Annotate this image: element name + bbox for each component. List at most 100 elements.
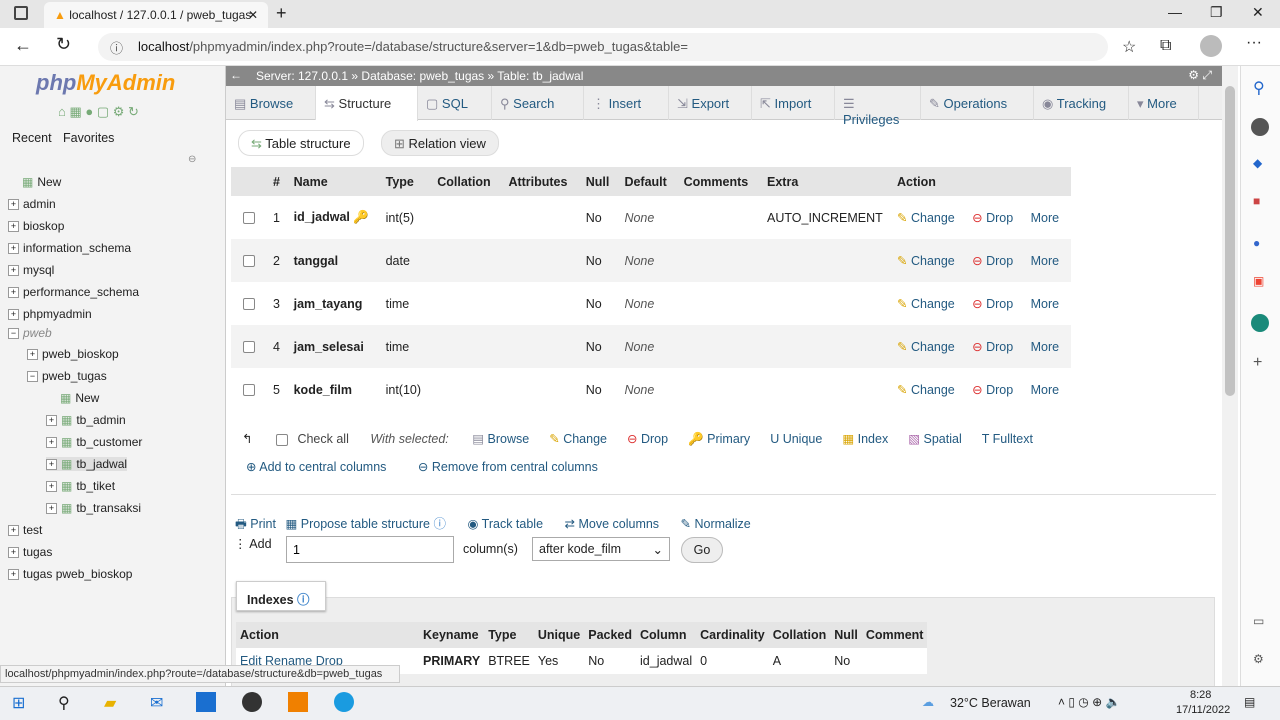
- drop-link[interactable]: ⊖ Drop: [972, 254, 1014, 268]
- new-tab-icon[interactable]: +: [276, 3, 287, 23]
- tree-item[interactable]: + ▦ tb_tiket: [46, 479, 115, 493]
- column-count-input[interactable]: [286, 536, 454, 563]
- phpmyadmin-logo[interactable]: phpMyAdmin: [36, 70, 176, 95]
- collections-icon[interactable]: ⧉: [1160, 37, 1172, 54]
- bulk-index-button[interactable]: ▦ Index: [842, 432, 889, 446]
- tab-operations[interactable]: ✎ Operations: [921, 86, 1034, 120]
- office-icon[interactable]: ▣: [1253, 274, 1265, 288]
- tab-tracking[interactable]: ◉ Tracking: [1034, 86, 1129, 120]
- change-link[interactable]: ✎ Change: [897, 211, 955, 225]
- settings-icon[interactable]: ⚙: [1253, 652, 1264, 666]
- expand-icon[interactable]: +: [46, 415, 57, 427]
- bulk-unique-button[interactable]: U Unique: [770, 432, 823, 446]
- tree-item[interactable]: + ▦ tb_transaksi: [46, 501, 141, 515]
- tab-privileges[interactable]: ☰ Privileges: [835, 86, 921, 127]
- bulk-fulltext-button[interactable]: T Fulltext: [981, 432, 1033, 446]
- tree-item[interactable]: + admin: [8, 197, 56, 211]
- games-icon[interactable]: ●: [1253, 236, 1261, 250]
- change-link[interactable]: ✎ Change: [897, 254, 955, 268]
- tab-browse[interactable]: ▤ Browse: [226, 86, 316, 120]
- more-dropdown[interactable]: More: [1030, 254, 1060, 268]
- tab-export[interactable]: ⇲ Export: [669, 86, 752, 120]
- remove-central-columns-link[interactable]: ⊖ Remove from central columns: [417, 460, 598, 474]
- check-all-label[interactable]: Check all: [297, 432, 349, 446]
- tag-icon[interactable]: ◆: [1253, 156, 1263, 170]
- expand-icon[interactable]: +: [46, 437, 57, 449]
- breadcrumb-database[interactable]: Database: pweb_tugas: [361, 69, 485, 83]
- toolbox-icon[interactable]: ■: [1253, 194, 1261, 208]
- browser-tab[interactable]: ▲ localhost / 127.0.0.1 / pweb_tugas ✕: [44, 2, 268, 28]
- more-dropdown[interactable]: More: [1030, 211, 1060, 225]
- expand-icon[interactable]: +: [8, 547, 19, 559]
- close-tab-icon[interactable]: ✕: [247, 8, 258, 22]
- col-header[interactable]: Default: [618, 167, 678, 196]
- tree-item[interactable]: + ▦ tb_admin: [46, 413, 126, 427]
- tree-item[interactable]: + performance_schema: [8, 285, 139, 299]
- move-columns-link[interactable]: ⇄ Move columns: [564, 517, 660, 531]
- drop-link[interactable]: ⊖ Drop: [972, 297, 1014, 311]
- add-central-columns-link[interactable]: ⊕ Add to central columns: [246, 460, 387, 474]
- col-header[interactable]: Comments: [677, 167, 761, 196]
- tree-item[interactable]: + information_schema: [8, 241, 131, 255]
- sidebar-toggle-icon[interactable]: ▭: [1253, 614, 1265, 628]
- notifications-icon[interactable]: ▤: [1244, 695, 1256, 709]
- expand-icon[interactable]: +: [8, 569, 19, 581]
- col-header[interactable]: #: [267, 167, 288, 196]
- more-dropdown[interactable]: More: [1030, 340, 1060, 354]
- tree-item[interactable]: ▦ New: [8, 175, 61, 189]
- row-checkbox[interactable]: [243, 212, 255, 225]
- propose-structure-link[interactable]: ▦ Propose table structure ⓘ: [285, 517, 447, 531]
- more-dropdown[interactable]: More: [1030, 383, 1060, 397]
- bulk-drop-button[interactable]: ⊖ Drop: [627, 432, 669, 446]
- col-header[interactable]: Null: [579, 167, 619, 196]
- tab-structure[interactable]: ⇆ Structure: [316, 86, 418, 121]
- col-header[interactable]: Name: [287, 167, 380, 196]
- tab-sql[interactable]: ▢ SQL: [418, 86, 492, 120]
- change-link[interactable]: ✎ Change: [897, 297, 955, 311]
- bulk-primary-button[interactable]: 🔑 Primary: [688, 432, 751, 446]
- weather-text[interactable]: 32°C Berawan: [950, 696, 1031, 710]
- expand-icon[interactable]: −: [27, 371, 38, 383]
- tree-item[interactable]: − pweb_tugas: [27, 369, 107, 383]
- tab-actions-icon[interactable]: [14, 6, 28, 20]
- app-icon[interactable]: [242, 692, 262, 712]
- l-icon[interactable]: [1251, 314, 1269, 332]
- more-dropdown[interactable]: More: [1030, 297, 1060, 311]
- expand-icon[interactable]: +: [8, 243, 19, 255]
- edge-icon[interactable]: [334, 692, 354, 712]
- url-input[interactable]: ⓘ localhost/phpmyadmin/index.php?route=/d…: [98, 33, 1108, 61]
- bulk-spatial-button[interactable]: ▧ Spatial: [908, 432, 962, 446]
- col-header[interactable]: Attributes: [502, 167, 580, 196]
- clock-time[interactable]: 8:28: [1190, 689, 1212, 701]
- home-icons[interactable]: ⌂ ▦ ● ▢ ⚙ ↻: [58, 104, 139, 119]
- settings-icon[interactable]: ⚙ ⤢: [1188, 68, 1212, 82]
- refresh-icon[interactable]: ↻: [56, 34, 72, 54]
- column-position-select[interactable]: after kode_film ⌄: [532, 537, 670, 561]
- tree-item[interactable]: + test: [8, 523, 42, 537]
- drop-link[interactable]: ⊖ Drop: [972, 211, 1014, 225]
- normalize-link[interactable]: ✎ Normalize: [680, 517, 751, 531]
- tree-item[interactable]: + pweb_bioskop: [27, 347, 119, 361]
- profile-avatar[interactable]: [1200, 35, 1222, 57]
- expand-icon[interactable]: +: [8, 309, 19, 321]
- mail-icon[interactable]: ✉: [150, 695, 164, 712]
- expand-icon[interactable]: +: [46, 459, 57, 471]
- check-all-checkbox[interactable]: [275, 433, 288, 446]
- scroll-thumb[interactable]: [1225, 86, 1235, 396]
- tab-search[interactable]: ⚲ Search: [492, 86, 584, 120]
- bulk-change-button[interactable]: ✎ Change: [549, 432, 607, 446]
- expand-icon[interactable]: +: [8, 199, 19, 211]
- add-icon[interactable]: +: [1253, 354, 1263, 371]
- tab-more[interactable]: ▾ More: [1129, 86, 1199, 120]
- clock-date[interactable]: 17/11/2022: [1176, 704, 1231, 716]
- expand-icon[interactable]: +: [46, 503, 57, 515]
- print-link[interactable]: 🖶 Print: [235, 517, 276, 531]
- row-checkbox[interactable]: [243, 298, 255, 311]
- tree-item[interactable]: + tugas pweb_bioskop: [8, 567, 132, 581]
- expand-icon[interactable]: −: [8, 328, 19, 340]
- tab-import[interactable]: ⇱ Import: [752, 86, 835, 120]
- track-table-link[interactable]: ◉ Track table: [467, 517, 544, 531]
- collapse-icon[interactable]: ←: [230, 68, 242, 82]
- search-icon[interactable]: ⚲: [1253, 80, 1265, 97]
- bulk-browse-button[interactable]: ▤ Browse: [472, 432, 530, 446]
